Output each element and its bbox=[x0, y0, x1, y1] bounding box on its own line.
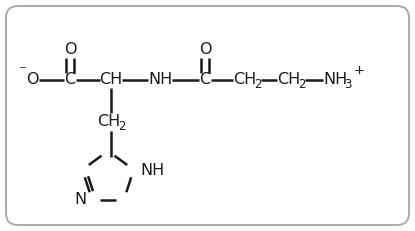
Text: C: C bbox=[200, 73, 210, 88]
Text: 2: 2 bbox=[118, 119, 126, 133]
Text: +: + bbox=[354, 64, 364, 77]
Text: 3: 3 bbox=[344, 77, 352, 91]
Text: 2: 2 bbox=[254, 77, 262, 91]
Text: N: N bbox=[74, 192, 86, 207]
Text: C: C bbox=[64, 73, 76, 88]
Text: NH: NH bbox=[148, 73, 172, 88]
Text: O: O bbox=[26, 73, 38, 88]
Text: O: O bbox=[64, 43, 76, 58]
Text: CH: CH bbox=[277, 73, 300, 88]
Text: O: O bbox=[199, 43, 211, 58]
FancyBboxPatch shape bbox=[6, 6, 409, 225]
Text: NH: NH bbox=[141, 163, 165, 178]
Text: $^-$: $^-$ bbox=[17, 64, 27, 77]
Text: NH: NH bbox=[323, 73, 347, 88]
Text: CH: CH bbox=[98, 115, 121, 130]
Text: CH: CH bbox=[99, 73, 122, 88]
Text: 2: 2 bbox=[298, 77, 306, 91]
Text: CH: CH bbox=[233, 73, 256, 88]
